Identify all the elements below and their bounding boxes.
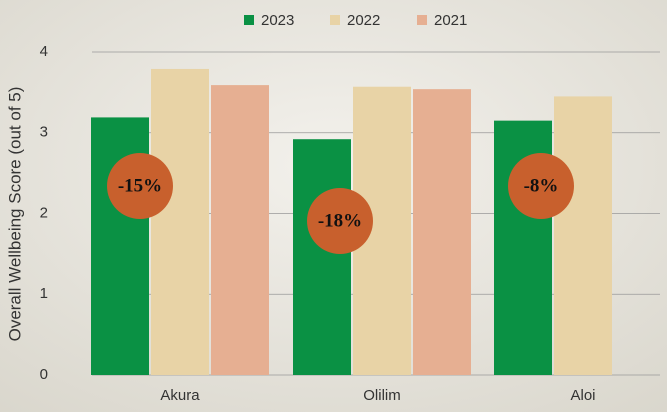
chart: Overall Wellbeing Score (out of 5) 0 1 2 3 4…: [0, 0, 667, 412]
legend-swatch: [244, 15, 254, 25]
legend-swatch: [417, 15, 427, 25]
bar: [211, 85, 269, 375]
annotation: -8%: [524, 175, 559, 196]
y-tick-label: 0: [40, 366, 48, 383]
y-axis-title: Overall Wellbeing Score (out of 5): [5, 87, 24, 342]
y-tick-label: 4: [40, 43, 48, 60]
bar: [151, 69, 209, 375]
legend-label: 2023: [261, 12, 294, 29]
bar: [293, 139, 351, 375]
y-tick-label: 2: [40, 204, 48, 221]
x-tick-label: Aloi: [570, 387, 595, 404]
x-tick-label: Olilim: [363, 387, 401, 404]
bar: [554, 96, 612, 375]
annotation: -18%: [318, 210, 362, 231]
annotation: -15%: [118, 175, 162, 196]
legend-label: 2021: [434, 12, 467, 29]
x-tick-label: Akura: [160, 387, 200, 404]
legend-label: 2022: [347, 12, 380, 29]
legend-swatch: [330, 15, 340, 25]
bar: [413, 89, 471, 375]
y-tick-label: 3: [40, 124, 48, 141]
y-tick-label: 1: [40, 285, 48, 302]
